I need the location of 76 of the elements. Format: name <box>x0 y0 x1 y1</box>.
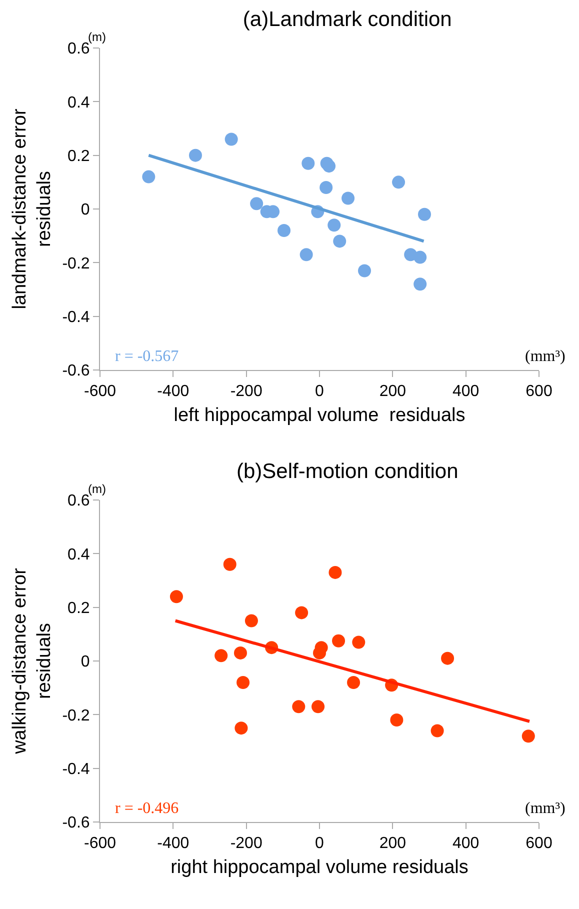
point <box>390 714 404 727</box>
x-tick-label: 400 <box>452 383 480 400</box>
x-tick-label: 0 <box>315 835 324 852</box>
point <box>223 558 236 571</box>
point <box>236 676 250 689</box>
annotation: (mm³) <box>525 348 566 365</box>
point <box>414 250 427 264</box>
point <box>244 614 258 628</box>
point <box>292 700 306 714</box>
y-tick-label: 0.2 <box>68 600 90 617</box>
y-tick-label: 0.6 <box>68 492 90 510</box>
point <box>313 646 326 660</box>
point <box>250 197 264 210</box>
point <box>418 208 431 221</box>
point <box>322 160 336 173</box>
point <box>224 132 238 146</box>
y-axis-title: landmark-distance error residuals <box>9 108 56 310</box>
annotation: r = -0.567 <box>115 348 179 365</box>
chart-title: (b)Self-motion condition <box>236 460 458 483</box>
y-tick-label: -0.4 <box>62 760 90 778</box>
point <box>358 264 371 278</box>
y-tick-label: -0.2 <box>62 255 90 272</box>
point <box>170 590 183 604</box>
x-tick-label: 600 <box>526 835 552 852</box>
x-tick-label: 200 <box>379 383 406 400</box>
x-axis-title: left hippocampal volume residuals <box>174 405 466 426</box>
point <box>234 646 247 660</box>
point <box>300 248 313 262</box>
y-tick-label: 0 <box>80 654 90 671</box>
y-tick-label: 0.4 <box>68 94 90 112</box>
point <box>295 606 308 620</box>
annotation: r = -0.496 <box>115 800 179 817</box>
x-tick-label: -400 <box>157 835 190 852</box>
x-tick-label: 400 <box>452 835 480 852</box>
point <box>214 649 228 662</box>
point <box>392 176 406 189</box>
y-tick-label: 0.2 <box>68 148 90 165</box>
y-axis-title: walking-distance error residuals <box>9 567 56 755</box>
point <box>278 224 291 237</box>
point <box>142 170 156 184</box>
annotation: (mm³) <box>525 800 566 817</box>
point <box>328 566 342 579</box>
x-tick-label: 600 <box>526 383 552 400</box>
y-tick-label: 0.6 <box>68 40 90 58</box>
point <box>188 148 202 162</box>
x-tick-label: -600 <box>84 835 116 852</box>
chart-title: (a)Landmark condition <box>242 8 452 31</box>
point <box>414 278 427 291</box>
point <box>332 634 346 648</box>
y-tick-label: -0.4 <box>62 308 90 326</box>
x-tick-label: -200 <box>230 835 262 852</box>
point <box>302 156 315 170</box>
y-tick-label: 0 <box>80 202 90 219</box>
point <box>347 676 360 689</box>
x-axis-title: right hippocampal volume residuals <box>170 857 468 878</box>
text: (m) <box>88 30 106 44</box>
point <box>312 700 325 714</box>
point <box>352 636 366 649</box>
x-tick-label: -600 <box>84 383 116 400</box>
x-tick-label: 200 <box>379 835 406 852</box>
point <box>234 722 248 735</box>
point <box>522 730 535 743</box>
point <box>333 234 346 248</box>
x-tick-label: -400 <box>157 383 190 400</box>
y-tick-label: 0.4 <box>68 546 90 564</box>
y-tick-label: -0.2 <box>62 707 90 724</box>
point <box>441 652 454 665</box>
point <box>342 192 355 205</box>
point <box>430 724 444 738</box>
point <box>320 181 333 194</box>
x-tick-label: -200 <box>230 383 262 400</box>
x-tick-label: 0 <box>315 383 324 400</box>
point <box>328 218 341 232</box>
y-tick-label: -0.6 <box>62 362 90 380</box>
y-tick-label: -0.6 <box>62 814 90 832</box>
text: (m) <box>88 482 106 496</box>
